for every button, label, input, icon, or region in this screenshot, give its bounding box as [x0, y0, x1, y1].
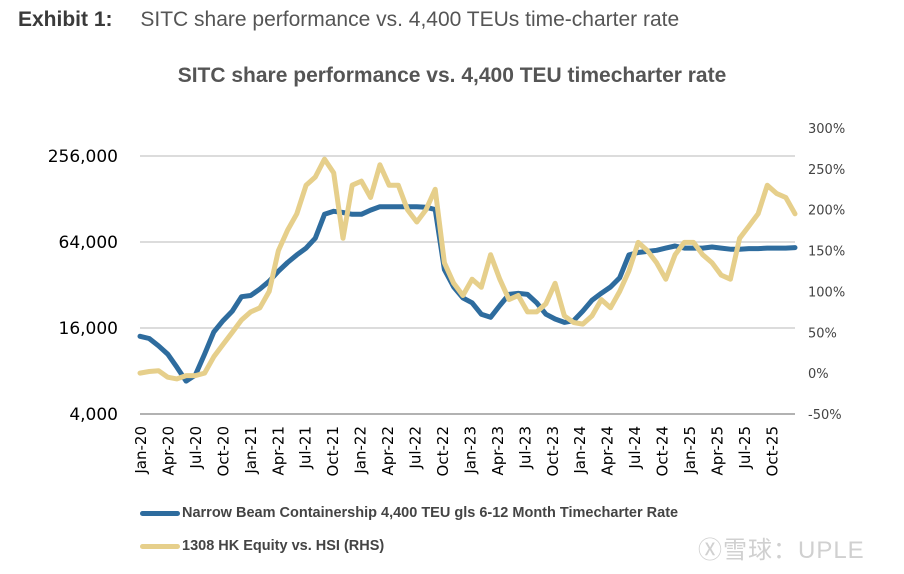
y-left-tick-label: 256,000: [48, 147, 118, 167]
legend-item-equity: 1308 HK Equity vs. HSI (RHS): [140, 538, 384, 554]
y-right-tick-label: 300%: [808, 122, 845, 137]
x-tick-label: Apr-24: [599, 426, 617, 476]
x-tick-label: Jan-24: [571, 426, 589, 475]
series-line-rate: [137, 204, 798, 384]
y-right-tick-label: 100%: [808, 285, 845, 300]
y-right-tick-label: 0%: [808, 367, 829, 382]
series-line-equity: [137, 156, 798, 382]
y-right-tick-label: 150%: [808, 245, 845, 260]
y-right-tick-label: -50%: [808, 408, 842, 423]
y-right-tick-label: 200%: [808, 204, 845, 219]
x-tick-label: Jul-25: [736, 426, 754, 470]
x-tick-label: Apr-22: [379, 426, 397, 476]
series-lines: [137, 156, 798, 384]
legend-label-rate: Narrow Beam Containership 4,400 TEU gls …: [182, 505, 679, 521]
x-tick-label: Jan-23: [461, 426, 479, 475]
x-tick-label: Apr-20: [159, 426, 177, 476]
x-tick-label: Jan-25: [681, 426, 699, 475]
x-tick-label: Jul-21: [297, 426, 315, 470]
x-tick-label: Jul-20: [187, 426, 205, 470]
y-right-tick-label: 250%: [808, 163, 845, 178]
x-tick-label: Oct-21: [324, 426, 342, 476]
x-tick-label: Jan-20: [132, 426, 150, 475]
x-tick-label: Jul-24: [626, 426, 644, 470]
legend-swatch-rate: [140, 510, 180, 516]
x-tick-label: Jul-23: [516, 426, 534, 470]
x-tick-label: Oct-24: [654, 426, 672, 476]
x-tick-label: Jan-22: [352, 426, 370, 475]
x-tick-label: Oct-22: [434, 426, 452, 476]
exhibit-label: Exhibit 1:: [18, 8, 113, 31]
y-left-tick-label: 16,000: [59, 319, 118, 339]
y-right-tick-label: 50%: [808, 326, 837, 341]
x-tick-label: Apr-21: [269, 426, 287, 476]
x-axis: Jan-20 Apr-20 Jul-20 Oct-20 Jan-21 Apr-21 Jul-…: [132, 426, 781, 476]
x-tick-label: Jan-21: [242, 426, 260, 475]
legend-item-rate: Narrow Beam Containership 4,400 TEU gls …: [140, 505, 678, 521]
x-tick-label: Jul-22: [407, 426, 425, 470]
legend-label-equity: 1308 HK Equity vs. HSI (RHS): [182, 538, 385, 554]
x-tick-label: Apr-23: [489, 426, 507, 476]
x-tick-label: Oct-20: [214, 426, 232, 476]
y-left-tick-label: 4,000: [69, 405, 118, 425]
exhibit-heading: Exhibit 1: SITC share performance vs. 4,…: [18, 8, 679, 32]
watermark: Ⓧ雪球：UPLE: [698, 537, 865, 564]
x-tick-label: Apr-25: [708, 426, 726, 476]
chart-title: SITC share performance vs. 4,400 TEU tim…: [177, 64, 727, 87]
legend-swatch-equity: [140, 543, 180, 549]
exhibit-caption: SITC share performance vs. 4,400 TEUs ti…: [140, 8, 680, 31]
right-y-axis: -50% 0% 50% 100% 150% 200% 250% 300%: [808, 122, 845, 423]
y-left-tick-label: 64,000: [59, 233, 118, 253]
left-y-axis: 4,000 16,000 64,000 256,000: [48, 147, 118, 425]
x-tick-label: Oct-25: [763, 426, 781, 476]
x-tick-label: Oct-23: [544, 426, 562, 476]
